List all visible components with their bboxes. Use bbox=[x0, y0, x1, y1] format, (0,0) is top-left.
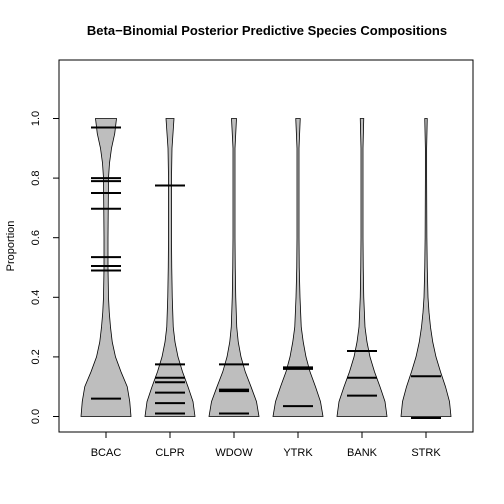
violin-clpr bbox=[144, 118, 196, 417]
x-tick-label: CLPR bbox=[155, 447, 184, 459]
y-tick-label: 0.6 bbox=[30, 230, 42, 245]
violin-bank bbox=[336, 118, 388, 417]
x-tick-label: WDOW bbox=[215, 447, 253, 459]
x-tick-label: YTRK bbox=[283, 447, 313, 459]
x-axis: BCAC CLPR WDOW YTRK BANK STRK bbox=[91, 431, 441, 459]
y-tick-label: 0.2 bbox=[30, 349, 42, 364]
y-tick-label: 0.4 bbox=[30, 290, 42, 305]
observed-values bbox=[91, 126, 441, 419]
y-tick-label: 1.0 bbox=[30, 111, 42, 126]
y-tick-label: 0.8 bbox=[30, 170, 42, 185]
violin-wdow bbox=[208, 118, 260, 417]
violins bbox=[80, 118, 452, 417]
chart-title: Beta−Binomial Posterior Predictive Speci… bbox=[87, 23, 447, 38]
x-tick-label: BANK bbox=[347, 447, 378, 459]
y-axis-label: Proportion bbox=[5, 221, 17, 272]
violin-ytrk bbox=[272, 118, 324, 417]
y-axis: 0.0 0.2 0.4 0.6 0.8 1.0 bbox=[30, 111, 60, 424]
violin-strk bbox=[400, 118, 452, 417]
violin-bcac bbox=[80, 118, 132, 417]
x-tick-label: STRK bbox=[411, 447, 441, 459]
y-tick-label: 0.0 bbox=[30, 409, 42, 424]
x-tick-label: BCAC bbox=[91, 447, 122, 459]
